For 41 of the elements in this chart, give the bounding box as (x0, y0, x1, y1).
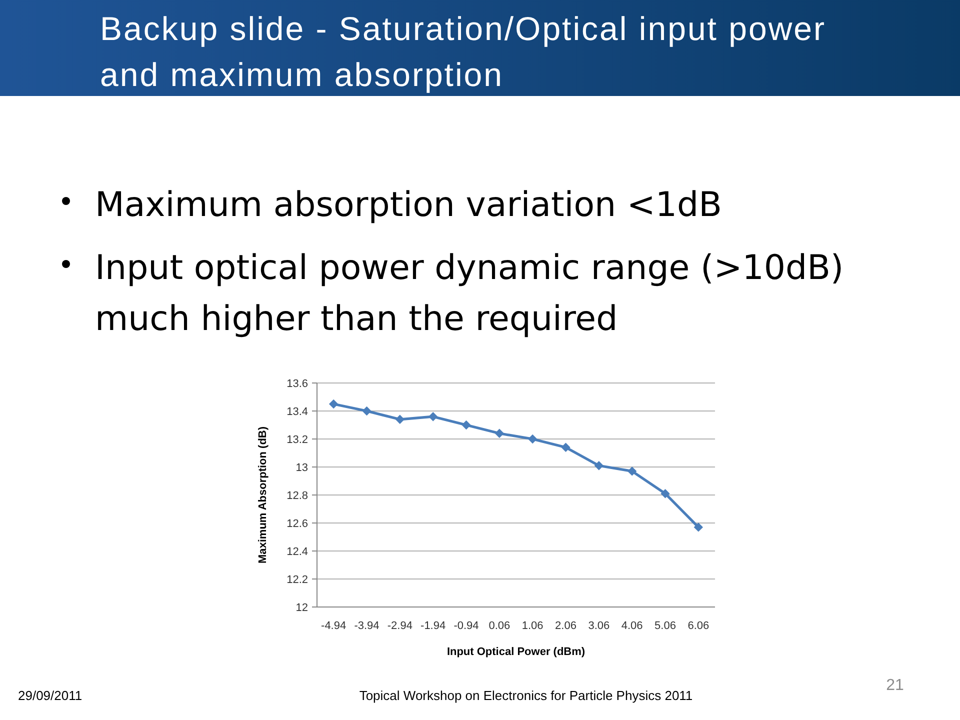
x-tick-label: 2.06 (555, 620, 576, 632)
point (561, 442, 570, 452)
point (594, 461, 604, 470)
text: 21 (885, 677, 905, 695)
y-tick-label: 12.8 (286, 490, 308, 502)
x-tick-label: 0.06 (488, 620, 510, 632)
point (660, 489, 670, 498)
point (694, 522, 704, 532)
text: Topical Workshop on Electronics for Particle Physics 2011 (358, 688, 694, 703)
point (428, 412, 438, 422)
x-tick-label: 5.06 (654, 620, 676, 632)
x-tick-label: -1.94 (420, 620, 446, 632)
point (462, 420, 471, 430)
y-tick-label: 13.2 (286, 434, 308, 446)
chart-title: Backup slide - Saturation/Optical input power and maximum absorption (100, 9, 828, 95)
point (395, 414, 405, 424)
x-tick-label: 6.06 (688, 620, 710, 632)
point (362, 406, 372, 416)
x-axis-title: Input Optical Power (dBm) (446, 646, 586, 658)
text: Maximum absorption variation <1dB (95, 184, 723, 227)
text: 29/09/2011 (18, 688, 82, 703)
y-tick-label: 13 (296, 462, 308, 474)
y-tick-label: 12.6 (286, 518, 308, 530)
text: Input optical power dynamic range (>10dB) much higher than the required (95, 247, 845, 341)
y-axis-title: Maximum Absorption (dB) (257, 426, 269, 564)
y-tick-label: 13.6 (286, 378, 308, 390)
point (528, 434, 538, 444)
x-tick-label: -2.94 (387, 620, 412, 632)
point (627, 466, 637, 476)
point (494, 428, 504, 438)
x-tick-label: -4.94 (321, 620, 346, 632)
y-tick-label: 12 (296, 602, 308, 614)
y-tick-label: 13.4 (286, 406, 308, 418)
point (328, 399, 338, 409)
x-tick-label: 4.06 (621, 620, 643, 632)
x-tick-label: 1.06 (522, 620, 544, 632)
x-tick-label: 3.06 (588, 620, 610, 632)
x-tick-label: -0.94 (454, 620, 479, 632)
y-tick-label: 12.2 (286, 574, 308, 586)
y-tick-label: 12.4 (286, 546, 308, 558)
x-tick-label: -3.94 (354, 620, 380, 632)
